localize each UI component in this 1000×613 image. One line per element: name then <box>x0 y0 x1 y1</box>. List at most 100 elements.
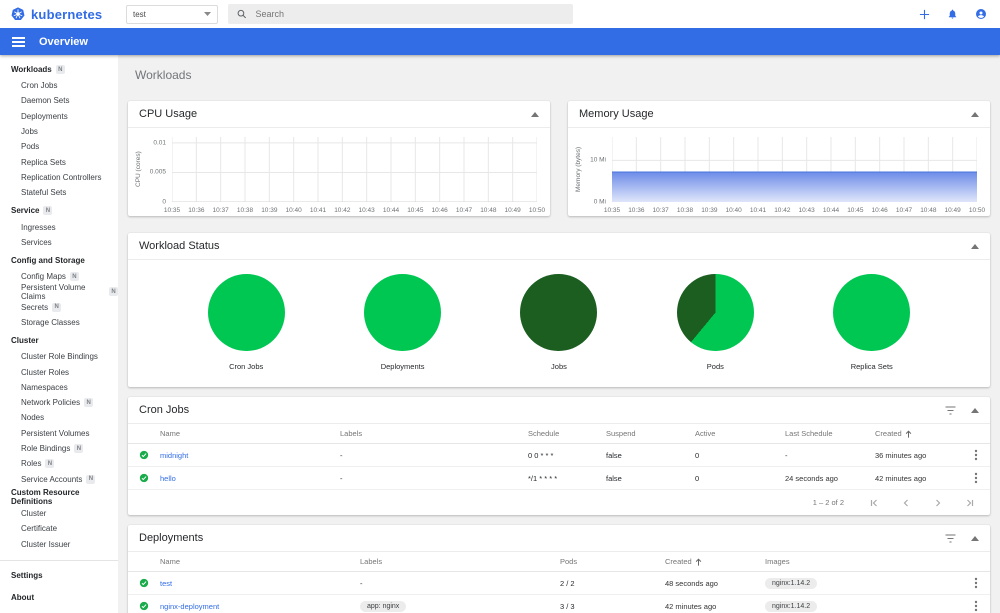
search-bar[interactable] <box>228 4 573 24</box>
pie-chart[interactable] <box>833 274 911 351</box>
column-header-schedule[interactable]: Schedule <box>528 429 560 438</box>
sidebar-item-replica-sets[interactable]: Replica Sets <box>0 154 118 169</box>
collapse-card-button[interactable] <box>531 111 539 117</box>
filter-list-icon <box>945 406 956 414</box>
sidebar-item-namespaces[interactable]: Namespaces <box>0 380 118 395</box>
pie-chart[interactable] <box>364 274 442 351</box>
column-header-name[interactable]: Name <box>160 429 181 438</box>
resource-link[interactable]: nginx-deployment <box>160 601 220 611</box>
sidebar-item-role-bindings[interactable]: Role Bindings N <box>0 441 118 456</box>
column-header-created[interactable]: Created <box>875 429 962 438</box>
sidebar-item-deployments[interactable]: Deployments <box>0 109 118 124</box>
table-row: midnight - 0 0 * * * false 0 - 36 minutes ago <box>128 444 990 467</box>
sidebar-item-storage-classes[interactable]: Storage Classes <box>0 315 118 330</box>
user-profile-button[interactable] <box>975 8 987 20</box>
search-input[interactable] <box>255 9 564 19</box>
sidebar-item-cluster-role-bindings[interactable]: Cluster Role Bindings <box>0 349 118 364</box>
sidebar-item-services[interactable]: Services <box>0 235 118 250</box>
previous-page-button[interactable] <box>902 499 910 507</box>
collapse-card-button[interactable] <box>971 243 979 249</box>
sidebar-item-label: Cluster Issuer <box>21 539 71 549</box>
next-page-button[interactable] <box>934 499 942 507</box>
column-header-active[interactable]: Active <box>695 429 716 438</box>
x-tick-label: 10:36 <box>628 207 645 214</box>
sidebar-item-label: Stateful Sets <box>21 188 67 198</box>
resource-link[interactable]: test <box>160 578 173 588</box>
column-header-images[interactable]: Images <box>765 557 790 566</box>
x-tick-label: 10:42 <box>334 207 351 214</box>
sidebar-group-custom-resource-definitions[interactable]: Custom Resource Definitions <box>0 488 118 506</box>
column-header-created[interactable]: Created <box>665 557 765 566</box>
sidebar-group-cluster[interactable]: Cluster <box>0 332 118 349</box>
y-axis-ticks: 0 Mi 10 Mi <box>585 137 612 206</box>
sidebar-item-daemon-sets[interactable]: Daemon Sets <box>0 93 118 108</box>
sidebar-item-pods[interactable]: Pods <box>0 139 118 154</box>
sidebar-item-roles[interactable]: Roles N <box>0 456 118 471</box>
table-pagination: 1 – 2 of 2 <box>128 490 990 515</box>
pie-chart[interactable] <box>520 274 598 351</box>
x-tick-label: 10:38 <box>236 207 254 214</box>
row-menu-button[interactable] <box>974 577 978 589</box>
sidebar-item-label: Role Bindings <box>21 444 71 454</box>
pie-chart[interactable] <box>207 274 285 351</box>
sidebar-item-service-accounts[interactable]: Service Accounts N <box>0 472 118 487</box>
sidebar-item-settings[interactable]: Settings <box>0 566 118 586</box>
column-header-suspend[interactable]: Suspend <box>606 429 636 438</box>
pie-chart[interactable] <box>676 274 754 351</box>
cell-labels: - <box>340 451 528 460</box>
row-menu-button[interactable] <box>974 600 978 612</box>
sidebar-item-config-maps[interactable]: Config Maps N <box>0 269 118 284</box>
resource-link[interactable]: hello <box>160 473 176 483</box>
collapse-card-button[interactable] <box>971 407 979 413</box>
row-menu-button[interactable] <box>974 472 978 484</box>
filter-button[interactable] <box>945 406 956 415</box>
create-resource-button[interactable] <box>919 9 930 20</box>
sidebar-item-network-policies[interactable]: Network Policies N <box>0 395 118 410</box>
cell-name: test <box>160 579 360 588</box>
workload-status-card: Workload Status Cron Jobs Deployments Jobs… <box>128 233 990 387</box>
column-header-labels[interactable]: Labels <box>360 557 383 566</box>
resource-link[interactable]: midnight <box>160 450 189 460</box>
sidebar-item-cluster-roles[interactable]: Cluster Roles <box>0 364 118 379</box>
collapse-card-button[interactable] <box>971 535 979 541</box>
namespace-selector[interactable]: test <box>126 4 218 24</box>
sidebar-item-stateful-sets[interactable]: Stateful Sets <box>0 185 118 200</box>
cell-text: - <box>340 473 343 483</box>
cell-pods: 3 / 3 <box>560 602 665 611</box>
sidebar-item-replication-controllers[interactable]: Replication Controllers <box>0 170 118 185</box>
sidebar-item-label: Certificate <box>21 524 58 534</box>
status-ok-cell <box>128 601 160 611</box>
x-tick-label: 10:35 <box>163 207 181 214</box>
sidebar-item-persistent-volume-claims[interactable]: Persistent Volume Claims N <box>0 283 118 301</box>
notifications-button[interactable] <box>947 8 958 20</box>
cell-text: false <box>606 473 622 483</box>
sidebar-item-jobs[interactable]: Jobs <box>0 124 118 139</box>
sidebar-item-cluster[interactable]: Cluster <box>0 506 118 521</box>
x-tick-label: 10:41 <box>309 207 327 214</box>
sidebar-item-ingresses[interactable]: Ingresses <box>0 219 118 234</box>
column-header-last-schedule[interactable]: Last Schedule <box>785 429 833 438</box>
sidebar-item-about[interactable]: About <box>0 588 118 608</box>
sidebar-group-service[interactable]: Service N <box>0 202 118 219</box>
sidebar-item-nodes[interactable]: Nodes <box>0 410 118 425</box>
sidebar-item-certificate[interactable]: Certificate <box>0 521 118 536</box>
column-header-labels[interactable]: Labels <box>340 429 363 438</box>
last-page-button[interactable] <box>966 499 974 507</box>
first-page-button[interactable] <box>870 499 878 507</box>
sidebar-item-cluster-issuer[interactable]: Cluster Issuer <box>0 536 118 551</box>
sidebar-item-secrets[interactable]: Secrets N <box>0 300 118 315</box>
kebab-menu-icon <box>974 577 978 589</box>
sidebar-group-workloads[interactable]: Workloads N <box>0 61 118 78</box>
column-header-pods[interactable]: Pods <box>560 557 578 566</box>
column-header-name[interactable]: Name <box>160 557 181 566</box>
menu-toggle-button[interactable] <box>12 36 25 47</box>
filter-button[interactable] <box>945 534 956 543</box>
collapse-card-button[interactable] <box>971 111 979 117</box>
next-page-icon <box>936 499 941 506</box>
kubernetes-logo[interactable]: kubernetes <box>10 6 118 22</box>
sidebar-item-persistent-volumes[interactable]: Persistent Volumes <box>0 426 118 441</box>
sidebar-item-cron-jobs[interactable]: Cron Jobs <box>0 78 118 93</box>
sidebar-group-config-and-storage[interactable]: Config and Storage <box>0 252 118 269</box>
row-menu-button[interactable] <box>974 449 978 461</box>
